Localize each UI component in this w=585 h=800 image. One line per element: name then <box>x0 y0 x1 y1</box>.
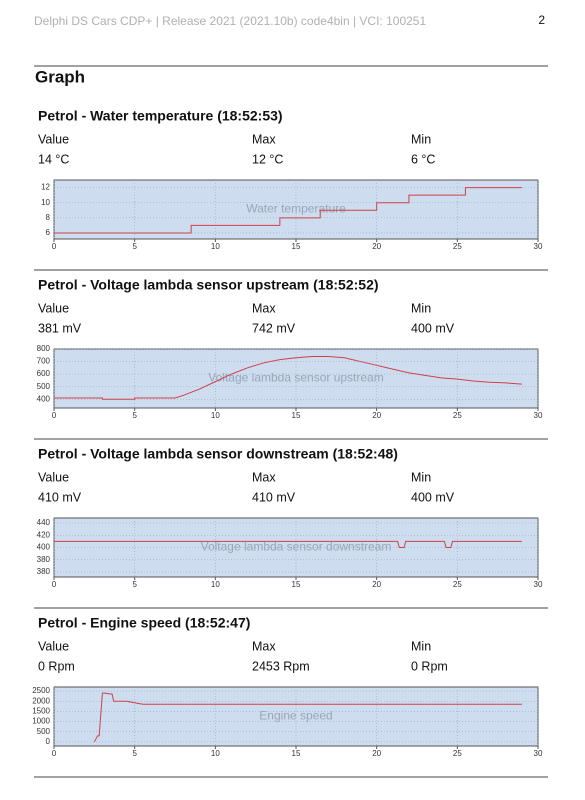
y-tick-label: 420 <box>37 530 51 539</box>
x-tick-label: 30 <box>534 580 543 589</box>
y-tick-label: 0 <box>46 737 51 746</box>
x-tick-label: 15 <box>292 580 301 589</box>
field-value: 742 mV <box>252 321 296 335</box>
x-tick-label: 20 <box>372 580 381 589</box>
x-tick-label: 15 <box>292 242 301 251</box>
field-value: 410 mV <box>38 490 82 504</box>
field-label: Value <box>38 301 69 315</box>
y-tick-label: 6 <box>46 228 51 237</box>
field-label: Min <box>411 132 431 146</box>
x-tick-label: 15 <box>292 749 301 758</box>
watermark: Voltage lambda sensor downstream <box>201 540 392 554</box>
x-tick-label: 25 <box>453 411 462 420</box>
field-value: 12 °C <box>252 152 283 166</box>
field-label: Min <box>411 639 431 653</box>
x-tick-label: 10 <box>211 242 220 251</box>
field-value: 381 mV <box>38 321 82 335</box>
field-label: Max <box>252 639 276 653</box>
x-tick-label: 10 <box>211 580 220 589</box>
y-tick-label: 700 <box>37 357 51 366</box>
y-tick-label: 8 <box>46 213 51 222</box>
x-tick-label: 0 <box>52 411 57 420</box>
field-value: 400 mV <box>411 490 455 504</box>
y-tick-label: 500 <box>37 382 51 391</box>
y-tick-label: 800 <box>37 344 51 353</box>
y-tick-label: 600 <box>37 369 51 378</box>
x-tick-label: 5 <box>132 242 137 251</box>
watermark: Water temperature <box>246 202 346 216</box>
y-tick-label: 380 <box>37 555 51 564</box>
x-tick-label: 10 <box>211 411 220 420</box>
field-value: 0 Rpm <box>38 659 75 673</box>
x-tick-label: 10 <box>211 749 220 758</box>
x-tick-label: 0 <box>52 242 57 251</box>
y-tick-label: 500 <box>37 727 51 736</box>
watermark: Engine speed <box>259 709 332 723</box>
x-tick-label: 30 <box>534 242 543 251</box>
x-tick-label: 20 <box>372 242 381 251</box>
y-tick-label: 10 <box>41 198 50 207</box>
x-tick-label: 0 <box>52 580 57 589</box>
field-label: Value <box>38 470 69 484</box>
x-tick-label: 5 <box>132 580 137 589</box>
y-tick-label: 12 <box>41 183 50 192</box>
x-tick-label: 25 <box>453 242 462 251</box>
section-title: Petrol - Voltage lambda sensor upstream … <box>38 277 379 293</box>
y-tick-label: 2500 <box>32 686 50 695</box>
x-tick-label: 30 <box>534 411 543 420</box>
watermark: Voltage lambda sensor upstream <box>208 371 383 385</box>
field-label: Max <box>252 301 276 315</box>
field-value: 2453 Rpm <box>252 659 310 673</box>
x-tick-label: 5 <box>132 749 137 758</box>
field-label: Min <box>411 470 431 484</box>
x-tick-label: 20 <box>372 749 381 758</box>
y-tick-label: 2000 <box>32 696 50 705</box>
y-tick-label: 400 <box>37 543 51 552</box>
data-line <box>54 356 522 400</box>
y-tick-label: 400 <box>37 394 51 403</box>
data-line <box>93 692 522 743</box>
field-label: Value <box>38 132 69 146</box>
section-title: Petrol - Engine speed (18:52:47) <box>38 615 250 631</box>
x-tick-label: 20 <box>372 411 381 420</box>
x-tick-label: 25 <box>453 749 462 758</box>
y-tick-label: 1000 <box>32 717 50 726</box>
y-tick-label: 440 <box>37 518 51 527</box>
x-tick-label: 5 <box>132 411 137 420</box>
field-value: 400 mV <box>411 321 455 335</box>
y-tick-label: 380 <box>37 567 51 576</box>
page-number: 2 <box>538 13 545 27</box>
x-tick-label: 30 <box>534 749 543 758</box>
field-label: Min <box>411 301 431 315</box>
field-label: Max <box>252 470 276 484</box>
field-value: 6 °C <box>411 152 435 166</box>
field-label: Max <box>252 132 276 146</box>
x-tick-label: 0 <box>52 749 57 758</box>
x-tick-label: 25 <box>453 580 462 589</box>
x-tick-label: 15 <box>292 411 301 420</box>
header-text: Delphi DS Cars CDP+ | Release 2021 (2021… <box>34 14 426 28</box>
section-title: Petrol - Voltage lambda sensor downstrea… <box>38 446 398 462</box>
page-title: Graph <box>35 67 85 86</box>
y-tick-label: 1500 <box>32 707 50 716</box>
field-value: 14 °C <box>38 152 69 166</box>
data-line <box>54 540 522 548</box>
section-title: Petrol - Water temperature (18:52:53) <box>38 108 283 124</box>
field-value: 410 mV <box>252 490 296 504</box>
field-value: 0 Rpm <box>411 659 448 673</box>
field-label: Value <box>38 639 69 653</box>
data-line <box>54 187 522 234</box>
